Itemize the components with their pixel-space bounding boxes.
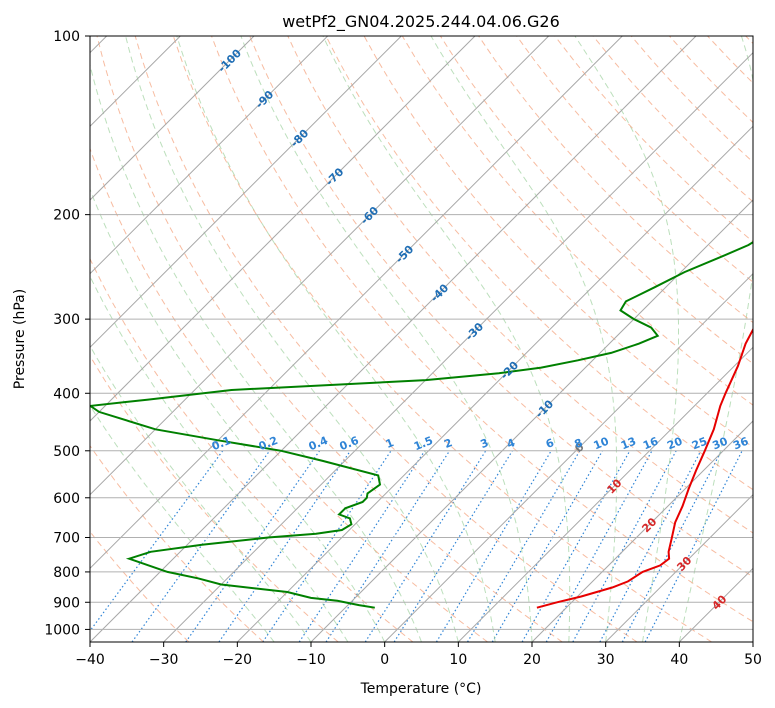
mixing-ratio-line xyxy=(393,450,513,642)
mixing-ratio-line xyxy=(131,450,271,642)
dry-adiabat-line xyxy=(325,36,753,491)
dry-adiabat-line xyxy=(516,36,753,283)
moist-adiabat-line xyxy=(90,62,422,642)
isotherm-line xyxy=(236,125,753,642)
isotherm-line xyxy=(90,36,623,570)
x-tick-label: 40 xyxy=(670,652,688,668)
mixing-ratio-label: 1 xyxy=(384,436,396,451)
isotherm-line xyxy=(90,36,255,201)
isotherm-line xyxy=(90,36,697,642)
x-tick-label: 30 xyxy=(597,652,615,668)
dry-adiabat-line xyxy=(134,36,638,642)
mixing-ratio-label: 3 xyxy=(478,436,490,451)
y-tick-label: 800 xyxy=(53,565,80,581)
isotherm-line xyxy=(163,51,753,642)
mixing-ratio-line xyxy=(218,450,351,642)
chart-title: wetPf2_GN04.2025.244.04.06.G26 xyxy=(282,12,560,32)
isotherm-line xyxy=(605,493,753,642)
x-tick-label: −30 xyxy=(149,652,179,668)
mixing-ratio-label: 13 xyxy=(619,435,638,453)
y-tick-label: 100 xyxy=(53,29,80,45)
mixing-ratio-label: 30 xyxy=(711,435,730,453)
isotherm-line xyxy=(90,36,402,349)
dry-adiabat-line xyxy=(96,36,563,642)
x-tick-label: −10 xyxy=(296,652,326,668)
mixing-ratio-label: 16 xyxy=(641,435,660,453)
y-tick-label: 500 xyxy=(53,444,80,460)
y-tick-label: 700 xyxy=(53,531,80,547)
dry-adiabat-line xyxy=(90,444,264,642)
moist-adiabat-line xyxy=(176,36,496,642)
mixing-ratio-line xyxy=(599,450,702,642)
x-tick-label: −20 xyxy=(223,652,253,668)
isotherm-line xyxy=(90,36,550,496)
dewpoint-line xyxy=(90,241,753,609)
plot-area xyxy=(90,36,753,642)
moist-adiabat-line xyxy=(430,36,618,642)
mixing-ratio-label: 25 xyxy=(690,435,709,453)
mixing-ratio-label: 36 xyxy=(731,435,750,453)
sounding-curves xyxy=(90,241,753,609)
mixing-ratio-label: 8 xyxy=(572,436,584,451)
isotherm-line xyxy=(457,346,753,642)
mixing-ratio-line xyxy=(364,450,487,642)
x-tick-label: 50 xyxy=(744,652,762,668)
mixing-ratio-line xyxy=(572,450,677,642)
x-axis-label: Temperature (°C) xyxy=(360,681,482,697)
moist-adiabat-line xyxy=(240,36,533,642)
isotherm-line xyxy=(384,272,753,642)
dry-adiabat-line xyxy=(211,36,753,623)
mixing-ratio-line xyxy=(185,450,321,642)
x-tick-label: 0 xyxy=(380,652,389,668)
y-tick-label: 400 xyxy=(53,386,80,402)
dry-adiabat-line xyxy=(287,36,753,534)
dry-adiabat-line xyxy=(90,257,414,642)
y-axis-ticks: 100 200 300 400 500 600 700 800 900 1000 xyxy=(44,29,90,638)
isotherm-line xyxy=(531,420,753,642)
mixing-ratio-line xyxy=(521,450,631,642)
x-axis-ticks: −40 −30 −20 −10 0 10 20 30 40 50 xyxy=(75,642,762,668)
moist-adiabat-line xyxy=(125,36,459,642)
y-tick-label: 600 xyxy=(53,491,80,507)
mixing-ratio-label: 2 xyxy=(442,436,454,451)
moist-adiabat-line xyxy=(678,36,753,642)
y-tick-label: 200 xyxy=(53,208,80,224)
mixing-ratio-line xyxy=(435,450,552,642)
isotherm-line xyxy=(90,36,329,275)
dry-adiabat-line xyxy=(90,354,339,642)
dry-adiabat-lines xyxy=(90,36,753,642)
dry-adiabat-line xyxy=(172,36,712,642)
moist-adiabat-line xyxy=(90,404,275,642)
isotherm-line xyxy=(90,36,476,422)
mixing-ratio-line xyxy=(491,450,603,642)
y-tick-label: 900 xyxy=(53,595,80,611)
dry-adiabat-line xyxy=(249,36,753,578)
isotherm-line xyxy=(310,199,753,642)
mixing-ratio-label: 10 xyxy=(592,435,611,453)
plot-frame xyxy=(89,35,754,643)
isotherm-lines xyxy=(90,36,753,642)
mixing-ratio-label: 20 xyxy=(665,435,684,453)
mixing-ratio-line xyxy=(466,450,581,642)
moist-adiabat-line xyxy=(90,188,386,642)
y-tick-label: 300 xyxy=(53,312,80,328)
temperature-line xyxy=(536,327,753,609)
y-axis-label: Pressure (hPa) xyxy=(12,289,28,389)
y-tick-label: 1000 xyxy=(44,622,80,638)
x-tick-label: 10 xyxy=(449,652,467,668)
moist-adiabat-line xyxy=(574,36,679,642)
x-tick-label: 20 xyxy=(523,652,541,668)
mixing-ratio-lines xyxy=(90,450,743,642)
x-tick-label: −40 xyxy=(75,652,105,668)
